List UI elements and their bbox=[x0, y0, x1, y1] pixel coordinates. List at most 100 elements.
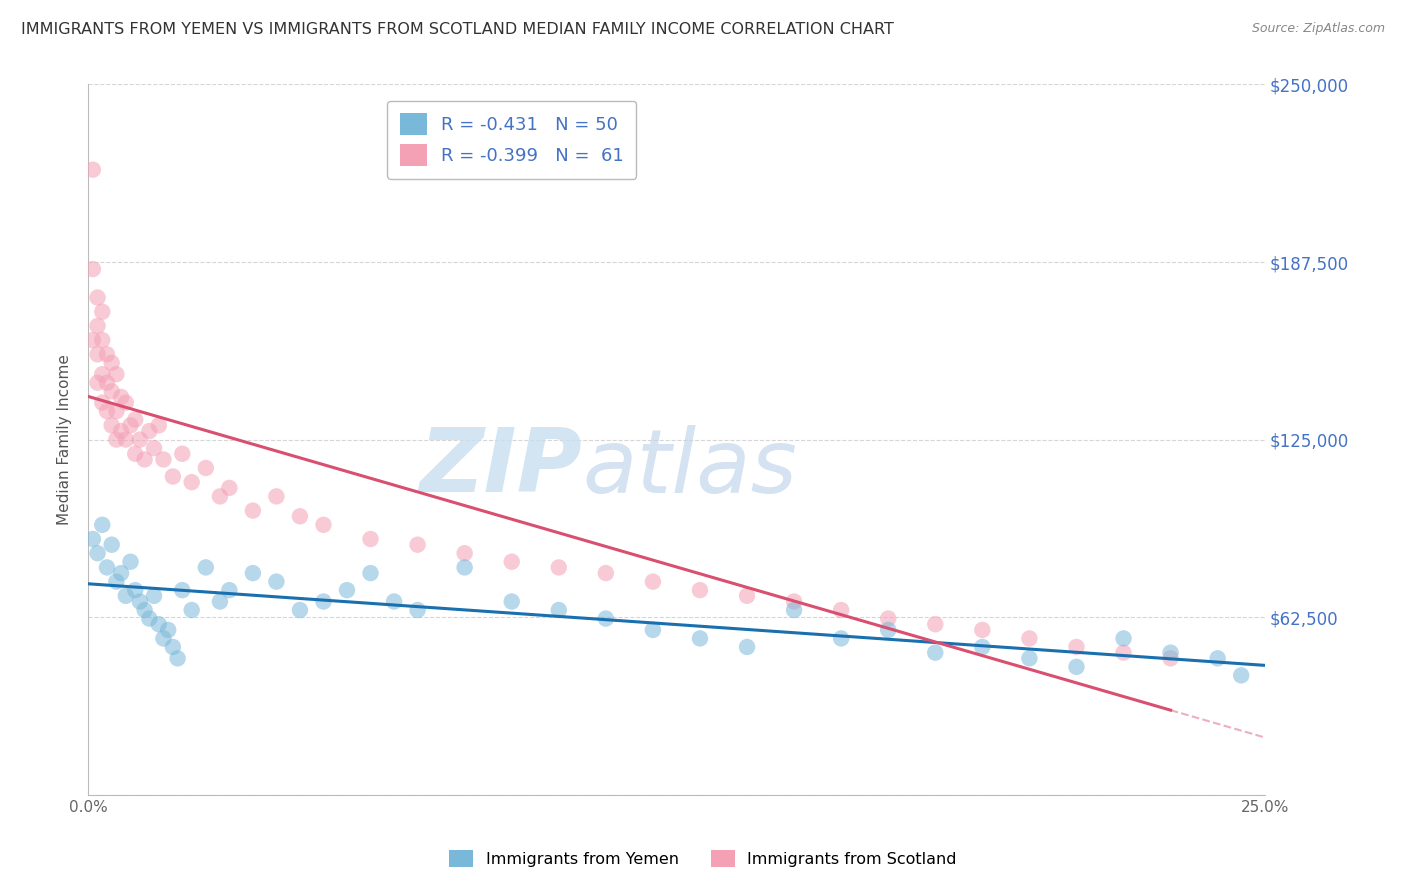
Point bbox=[180, 475, 202, 490]
Point bbox=[288, 509, 311, 524]
Point bbox=[124, 412, 146, 426]
Point bbox=[105, 433, 128, 447]
Point bbox=[501, 594, 523, 608]
Point bbox=[110, 424, 132, 438]
Point bbox=[595, 611, 617, 625]
Point bbox=[105, 404, 128, 418]
Point bbox=[218, 481, 240, 495]
Point bbox=[501, 555, 523, 569]
Point bbox=[86, 318, 108, 333]
Point bbox=[1112, 646, 1135, 660]
Point bbox=[689, 632, 711, 646]
Point bbox=[1066, 640, 1088, 654]
Point bbox=[96, 347, 118, 361]
Point bbox=[641, 623, 664, 637]
Point bbox=[783, 603, 806, 617]
Point bbox=[877, 623, 900, 637]
Point bbox=[972, 640, 994, 654]
Point bbox=[157, 623, 180, 637]
Legend: R = -0.431   N = 50, R = -0.399   N =  61: R = -0.431 N = 50, R = -0.399 N = 61 bbox=[387, 101, 637, 179]
Point bbox=[124, 583, 146, 598]
Point bbox=[91, 395, 114, 409]
Point bbox=[595, 566, 617, 580]
Point bbox=[96, 376, 118, 390]
Point bbox=[1160, 651, 1182, 665]
Y-axis label: Median Family Income: Median Family Income bbox=[58, 354, 72, 525]
Point bbox=[1066, 660, 1088, 674]
Point bbox=[924, 617, 946, 632]
Point bbox=[830, 603, 852, 617]
Point bbox=[266, 574, 288, 589]
Text: IMMIGRANTS FROM YEMEN VS IMMIGRANTS FROM SCOTLAND MEDIAN FAMILY INCOME CORRELATI: IMMIGRANTS FROM YEMEN VS IMMIGRANTS FROM… bbox=[21, 22, 894, 37]
Point bbox=[100, 384, 122, 399]
Point bbox=[266, 489, 288, 503]
Point bbox=[91, 333, 114, 347]
Point bbox=[1230, 668, 1253, 682]
Point bbox=[166, 651, 188, 665]
Point bbox=[148, 418, 170, 433]
Legend: Immigrants from Yemen, Immigrants from Scotland: Immigrants from Yemen, Immigrants from S… bbox=[443, 843, 963, 873]
Point bbox=[641, 574, 664, 589]
Point bbox=[134, 603, 156, 617]
Point bbox=[218, 583, 240, 598]
Point bbox=[124, 447, 146, 461]
Point bbox=[82, 262, 104, 277]
Point bbox=[1018, 651, 1040, 665]
Point bbox=[1112, 632, 1135, 646]
Text: ZIP: ZIP bbox=[419, 425, 582, 511]
Point bbox=[129, 433, 152, 447]
Text: atlas: atlas bbox=[582, 425, 797, 511]
Point bbox=[406, 538, 429, 552]
Point bbox=[96, 404, 118, 418]
Point bbox=[86, 347, 108, 361]
Point bbox=[877, 611, 900, 625]
Point bbox=[1160, 646, 1182, 660]
Point bbox=[242, 503, 264, 517]
Point bbox=[735, 589, 758, 603]
Point bbox=[86, 291, 108, 305]
Point bbox=[360, 532, 382, 546]
Point bbox=[288, 603, 311, 617]
Point bbox=[105, 368, 128, 382]
Point bbox=[162, 469, 184, 483]
Point bbox=[86, 546, 108, 560]
Point bbox=[110, 390, 132, 404]
Point bbox=[406, 603, 429, 617]
Point bbox=[152, 632, 174, 646]
Point bbox=[82, 532, 104, 546]
Point bbox=[134, 452, 156, 467]
Point bbox=[162, 640, 184, 654]
Point bbox=[242, 566, 264, 580]
Point bbox=[1206, 651, 1229, 665]
Point bbox=[114, 589, 136, 603]
Point bbox=[194, 461, 217, 475]
Point bbox=[180, 603, 202, 617]
Point bbox=[689, 583, 711, 598]
Point bbox=[86, 376, 108, 390]
Point bbox=[120, 555, 142, 569]
Point bbox=[972, 623, 994, 637]
Point bbox=[143, 441, 166, 455]
Point bbox=[82, 162, 104, 177]
Point bbox=[208, 594, 231, 608]
Point bbox=[783, 594, 806, 608]
Point bbox=[152, 452, 174, 467]
Point bbox=[138, 424, 160, 438]
Point bbox=[735, 640, 758, 654]
Point bbox=[91, 304, 114, 318]
Point bbox=[208, 489, 231, 503]
Point bbox=[547, 560, 569, 574]
Point bbox=[312, 594, 335, 608]
Point bbox=[96, 560, 118, 574]
Point bbox=[105, 574, 128, 589]
Point bbox=[1018, 632, 1040, 646]
Point bbox=[830, 632, 852, 646]
Point bbox=[453, 546, 475, 560]
Point bbox=[91, 368, 114, 382]
Text: Source: ZipAtlas.com: Source: ZipAtlas.com bbox=[1251, 22, 1385, 36]
Point bbox=[100, 356, 122, 370]
Point bbox=[360, 566, 382, 580]
Point bbox=[82, 333, 104, 347]
Point bbox=[194, 560, 217, 574]
Point bbox=[547, 603, 569, 617]
